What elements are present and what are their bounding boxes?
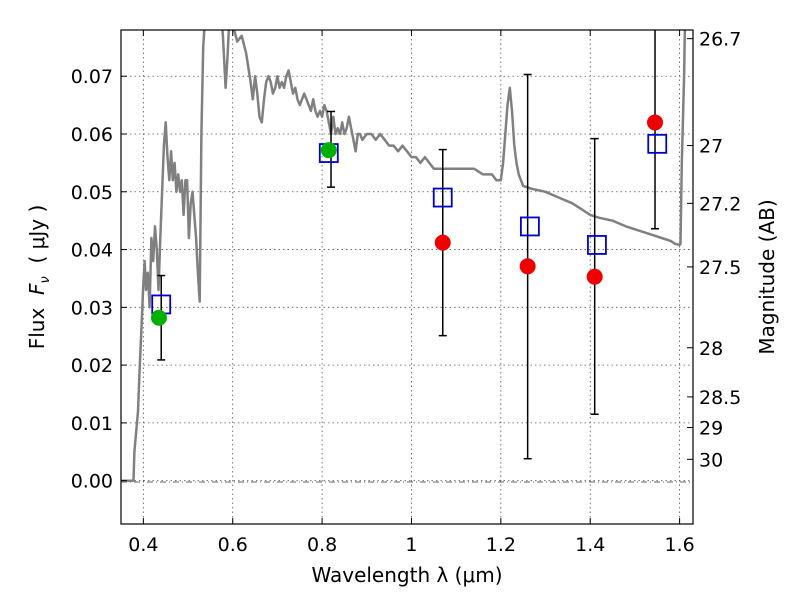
y2-tick-label: 27.5 [699, 257, 741, 279]
y-tick-label: 0.06 [71, 124, 113, 146]
y2-tick-label: 27.2 [699, 193, 741, 215]
x-tick-label: 1 [405, 534, 417, 556]
y2-tick-label: 28.5 [699, 387, 741, 409]
y-tick-label: 0.04 [71, 240, 113, 262]
x-tick-label: 1.4 [575, 534, 605, 556]
non-detection-point [586, 268, 603, 285]
axis-ticks: 0.4 0.6 0.8 1 1.2 1.4 1.6 0.00 0.01 0.02 0.03 0.04 0… [71, 29, 742, 556]
detection-point [150, 309, 167, 326]
y2-tick-label: 29 [699, 418, 723, 440]
y2-axis-label: Magnitude (AB) [755, 199, 779, 354]
y-tick-label: 0.01 [71, 413, 113, 435]
y2-tick-label: 28 [699, 338, 723, 360]
x-tick-label: 0.8 [307, 534, 337, 556]
model-photometry-square [647, 133, 668, 154]
x-tick-label: 0.4 [128, 534, 158, 556]
plot-area [121, 30, 687, 482]
model-photometry-square [432, 187, 453, 208]
non-detection-point [434, 234, 451, 251]
x-axis-label: Wavelength λ (μm) [311, 563, 502, 587]
y2-tick-label: 26.7 [699, 29, 741, 51]
model-photometry-square [587, 235, 607, 255]
y-tick-label: 0.05 [71, 182, 113, 204]
y2-tick-label: 30 [699, 449, 723, 471]
y-axis-label: Flux Fν ( μJy ) [25, 205, 53, 350]
x-tick-label: 0.6 [218, 534, 248, 556]
y-tick-label: 0.02 [71, 355, 113, 377]
plot-background [121, 30, 693, 524]
y-tick-label: 0.07 [71, 66, 113, 88]
x-tick-label: 1.2 [486, 534, 516, 556]
x-tick-label: 1.6 [664, 534, 694, 556]
plot-frame [120, 29, 694, 525]
sed-model-line [121, 30, 687, 482]
detection-point [320, 142, 337, 159]
non-detection-point [647, 114, 664, 131]
model-photometry-square [519, 216, 540, 237]
non-detection-point [519, 258, 536, 275]
y-tick-label: 0.00 [71, 471, 113, 493]
y2-tick-label: 27 [699, 136, 723, 158]
y-tick-label: 0.03 [71, 297, 113, 319]
